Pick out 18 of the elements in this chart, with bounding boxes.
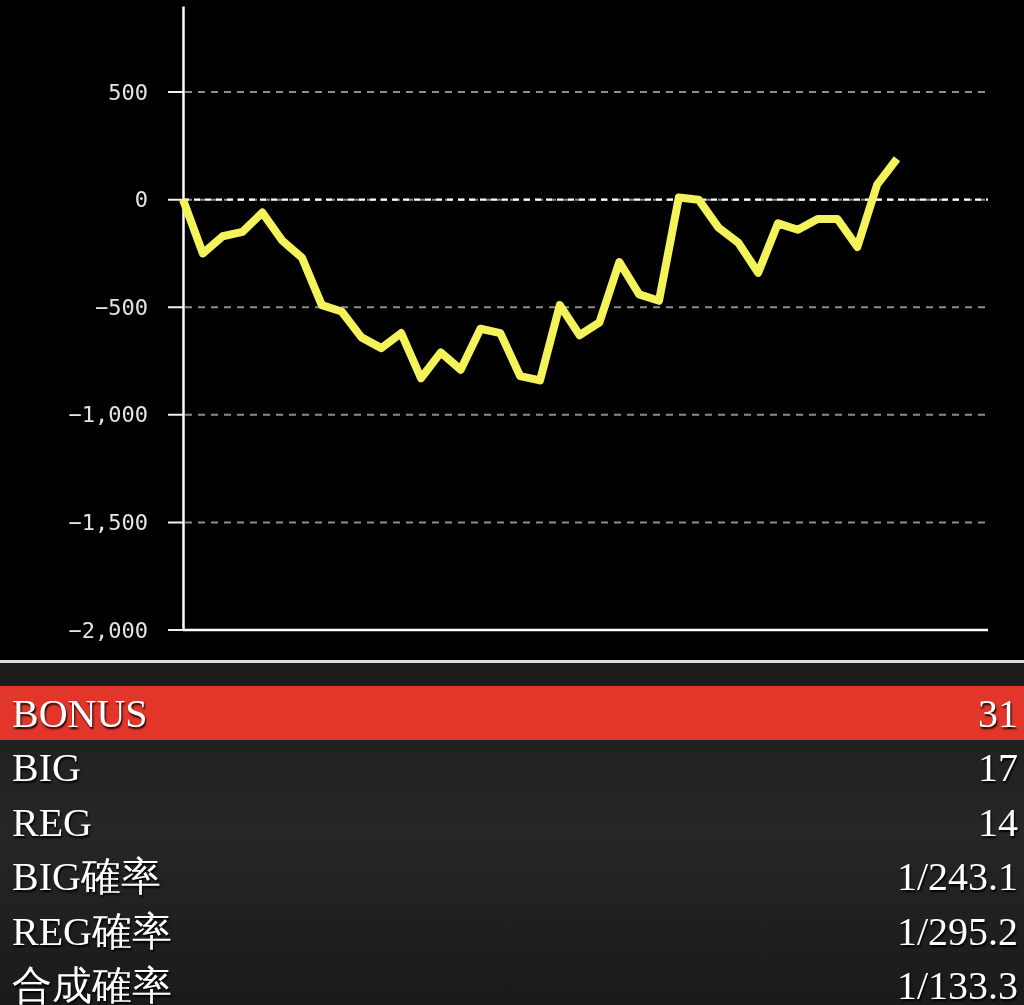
text: 14 bbox=[978, 798, 1018, 846]
y-tick-label: −1,500 bbox=[68, 509, 148, 535]
text: 1/133.3 bbox=[896, 962, 1018, 1005]
y-tick-label: −1,000 bbox=[68, 402, 148, 428]
text: BONUS bbox=[12, 689, 148, 737]
text: 1/243.1 bbox=[896, 853, 1018, 900]
y-tick-label: −500 bbox=[95, 294, 148, 320]
text: 31 bbox=[978, 689, 1018, 737]
y-tick-label: 0 bbox=[134, 187, 148, 213]
text: 合成確率 bbox=[12, 962, 172, 1005]
text: 17 bbox=[978, 744, 1018, 791]
text: BIG確率 bbox=[12, 853, 161, 901]
y-tick-label: 500 bbox=[108, 79, 148, 105]
text: REG確率 bbox=[12, 907, 172, 956]
y-tick-label: −2,000 bbox=[68, 617, 148, 643]
text: 1/295.2 bbox=[896, 907, 1018, 955]
text: BIG bbox=[12, 744, 81, 791]
text: REG bbox=[12, 798, 92, 846]
